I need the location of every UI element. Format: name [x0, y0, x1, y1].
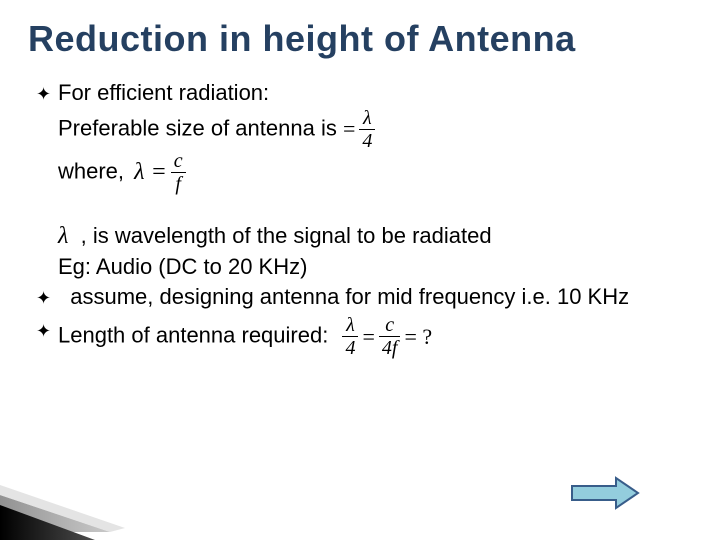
lambda-lhs: λ =	[134, 156, 167, 188]
wavelength-line: λ , is wavelength of the signal to be ra…	[36, 220, 684, 252]
frac-den: 4	[359, 130, 375, 151]
bullet-marker: ✦	[36, 282, 58, 310]
formula-length: λ 4 = c 4f = ?	[342, 315, 432, 358]
example-line: Eg: Audio (DC to 20 KHz)	[36, 252, 684, 282]
frac-den: 4	[342, 337, 358, 358]
wavelength-text: , is wavelength of the signal to be radi…	[81, 223, 492, 248]
corner-accent-decoration	[0, 480, 130, 540]
eq-sign: =	[343, 114, 355, 144]
frac-num: λ	[359, 108, 375, 130]
bullet-marker: ✦	[36, 315, 58, 343]
slide-content: ✦ For efficient radiation: Preferable si…	[0, 70, 720, 358]
lambda-icon: λ	[58, 223, 68, 249]
bullet1-line1: For efficient radiation:	[58, 80, 269, 105]
frac-den: 4f	[379, 337, 401, 358]
frac-num: c	[171, 151, 186, 173]
frac-den: f	[171, 173, 186, 194]
frac-num: λ	[342, 315, 358, 337]
bullet2-text: assume, designing antenna for mid freque…	[58, 282, 684, 312]
formula-size: = λ 4	[343, 108, 375, 151]
slide-title: Reduction in height of Antenna	[0, 0, 720, 70]
bullet-2: ✦ assume, designing antenna for mid freq…	[36, 282, 684, 312]
eq-sign: = ?	[404, 322, 432, 352]
frac-num: c	[379, 315, 401, 337]
next-arrow-icon[interactable]	[570, 476, 640, 510]
bullet1-line3: where,	[58, 158, 124, 183]
bullet1-line2: Preferable size of antenna is	[58, 115, 337, 140]
formula-lambda: λ = c f	[134, 151, 185, 194]
bullet-marker: ✦	[36, 78, 58, 106]
eq-sign: =	[362, 322, 374, 352]
bullet-1: ✦ For efficient radiation: Preferable si…	[36, 78, 684, 194]
bullet-3: ✦ Length of antenna required: λ 4 = c 4f…	[36, 315, 684, 358]
bullet3-text: Length of antenna required:	[58, 323, 328, 348]
